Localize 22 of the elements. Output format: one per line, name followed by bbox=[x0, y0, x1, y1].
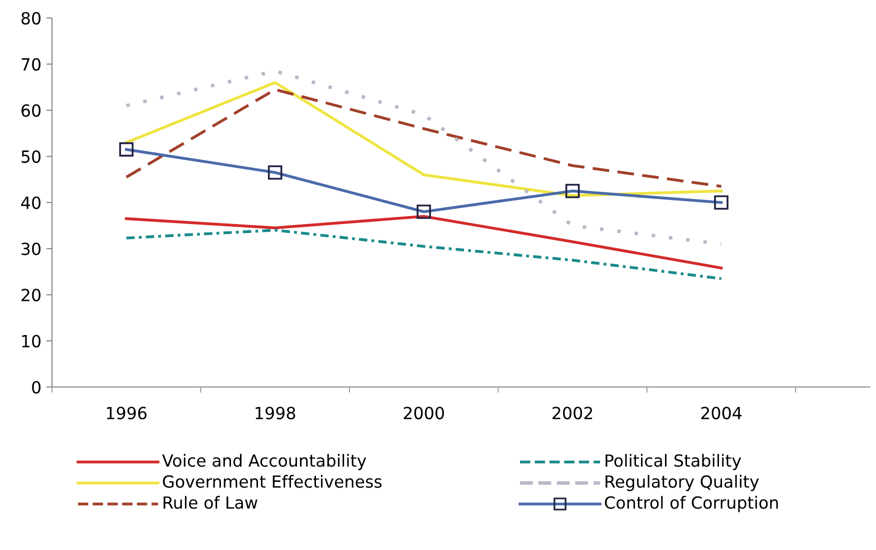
legend-label: Government Effectiveness bbox=[162, 474, 382, 488]
y-tick-label: 80 bbox=[22, 12, 40, 25]
legend-label: Rule of Law bbox=[164, 496, 258, 509]
y-tick-label: 0 bbox=[32, 380, 40, 394]
line-series bbox=[124, 228, 723, 280]
y-tick-label: 10 bbox=[22, 334, 40, 348]
line-series bbox=[124, 69, 724, 246]
legend-label: Control of Corruption bbox=[604, 496, 778, 512]
legend-label: Political Stability bbox=[606, 454, 742, 470]
y-tick-label: 60 bbox=[22, 104, 40, 117]
x-tick-label: 2004 bbox=[701, 406, 742, 420]
y-tick-label: 50 bbox=[22, 150, 40, 163]
legend-label: Voice and Accountability bbox=[162, 454, 366, 470]
legend-label: Regulatory Quality bbox=[606, 474, 759, 492]
x-tick-label: 1996 bbox=[106, 406, 147, 420]
x-tick-label: 2000 bbox=[404, 406, 444, 420]
y-tick-label: 40 bbox=[21, 196, 40, 210]
y-tick-label: 20 bbox=[22, 288, 40, 302]
x-tick-label: 1998 bbox=[256, 406, 296, 420]
x-tick-label: 2002 bbox=[552, 406, 592, 420]
y-tick-label: 70 bbox=[22, 58, 40, 71]
y-tick-label: 30 bbox=[22, 242, 40, 256]
